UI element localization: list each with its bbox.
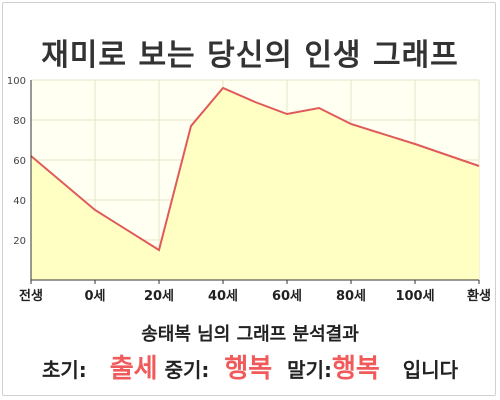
x-tick-label: 40세: [208, 289, 238, 304]
card-frame: [2, 2, 496, 396]
early-value: 출세: [109, 354, 158, 384]
x-tick-label: 전생: [19, 288, 43, 304]
x-tick-label: 60세: [272, 289, 302, 304]
analysis-title: 송태복 님의 그래프 분석결과: [141, 324, 359, 345]
middle-label: 중기:: [164, 358, 210, 382]
x-tick-label: 80세: [336, 289, 366, 304]
x-tick-label: 0세: [84, 289, 105, 304]
x-axis-ticks: 전생 0세 20세 40세 60세 80세 100세 환생: [19, 280, 491, 304]
chart-title: 재미로 보는 당신의 인생 그래프: [41, 38, 459, 73]
area-fill: [31, 88, 479, 280]
x-tick-label: 환생: [467, 288, 491, 304]
y-axis-ticks: 20 40 60 80 100: [7, 76, 26, 247]
late-label: 말기:: [287, 358, 332, 382]
y-tick-label: 20: [13, 236, 26, 247]
x-tick-label: 20세: [144, 289, 174, 304]
series-line: [30, 86, 480, 252]
y-tick-label: 40: [13, 196, 26, 207]
ending-text: 입니다: [402, 358, 458, 382]
analysis-result: 초기: 출세 중기: 행복 말기:행복 입니다: [0, 348, 500, 385]
y-tick-label: 60: [13, 156, 26, 167]
early-label: 초기:: [41, 358, 87, 382]
late-value: 행복: [331, 354, 380, 384]
middle-value: 행복: [224, 354, 273, 384]
y-tick-label: 100: [7, 76, 26, 87]
x-tick-label: 100세: [395, 289, 434, 304]
y-tick-label: 80: [13, 116, 26, 127]
